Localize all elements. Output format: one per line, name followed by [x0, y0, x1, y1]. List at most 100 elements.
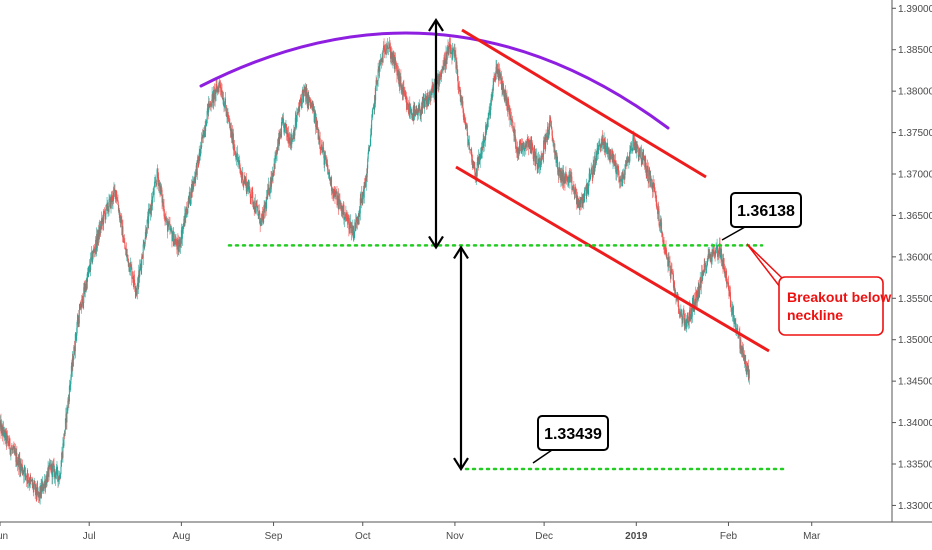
candle-body: [442, 66, 444, 70]
callout-box: [537, 415, 609, 451]
candle: [282, 115, 284, 119]
candle-body: [139, 265, 141, 267]
candle-body: [676, 292, 678, 298]
candle-body: [629, 150, 631, 162]
candle: [259, 210, 261, 225]
candle-body: [631, 150, 633, 152]
candle-body: [210, 104, 212, 107]
candle-body: [618, 171, 620, 183]
y-tick-label: 1.36500: [898, 211, 932, 222]
candle-body: [331, 177, 333, 191]
candle-body: [506, 95, 508, 110]
candle-body: [90, 257, 92, 259]
candle: [422, 93, 424, 109]
candle-body: [269, 188, 271, 194]
candle-body: [656, 200, 658, 208]
candle: [325, 151, 327, 164]
candle: [34, 480, 36, 485]
candle-body: [70, 365, 72, 378]
candle: [319, 131, 321, 155]
candle-body: [130, 264, 132, 267]
candle-body: [89, 265, 91, 270]
candle-body: [252, 191, 254, 204]
candle: [297, 102, 299, 116]
candle-body: [462, 101, 464, 109]
candle-body: [41, 485, 43, 493]
candle: [187, 195, 189, 209]
candle-body: [372, 108, 374, 117]
candle-body: [536, 155, 538, 170]
candle-body: [17, 463, 19, 465]
candle-body: [32, 483, 34, 490]
candle-body: [729, 292, 731, 307]
candle-body: [688, 315, 690, 322]
candle-body: [250, 197, 252, 198]
candle-body: [59, 473, 61, 479]
y-tick-label: 1.33000: [898, 501, 932, 512]
candle: [571, 172, 573, 195]
candle-body: [407, 104, 409, 111]
candle: [451, 42, 453, 61]
candle-body: [665, 246, 667, 255]
candle-body: [0, 424, 2, 434]
candle-body: [113, 188, 115, 191]
candle-body: [490, 102, 492, 116]
candle-body: [338, 199, 340, 210]
candle-body: [191, 183, 193, 198]
candle-body: [543, 140, 545, 155]
candle: [244, 176, 246, 186]
candle: [409, 106, 411, 120]
candle: [105, 212, 107, 224]
candle-body: [100, 223, 102, 230]
candle-body: [389, 46, 391, 59]
candle-body: [83, 287, 85, 304]
arrow-head-bottom: [428, 235, 444, 250]
candle-body: [463, 117, 465, 119]
candle-body: [215, 84, 217, 95]
candle-body: [743, 356, 745, 362]
candle-body: [196, 160, 198, 176]
candle: [233, 139, 235, 156]
candle-body: [416, 109, 418, 111]
y-tick-label: 1.37500: [898, 128, 932, 139]
candle-body: [75, 333, 77, 338]
y-tick-label: 1.38000: [898, 87, 932, 98]
candle-body: [16, 463, 18, 466]
candle-body: [400, 76, 402, 89]
candle: [209, 103, 211, 109]
candle: [94, 248, 96, 257]
candle-body: [97, 238, 99, 245]
candle: [502, 80, 504, 97]
candle-body: [653, 182, 655, 186]
candle-body: [557, 157, 558, 169]
candle-body: [141, 256, 143, 258]
candle-body: [545, 134, 547, 149]
candle-body: [367, 152, 369, 159]
candle: [267, 183, 269, 200]
candle-body: [550, 117, 552, 122]
candle-body: [445, 62, 447, 67]
candle: [556, 149, 558, 168]
candle: [654, 187, 656, 199]
candle-body: [562, 170, 564, 183]
candle-body: [629, 147, 631, 151]
candle-body: [618, 179, 620, 183]
candle-body: [463, 116, 465, 118]
candle-body: [591, 168, 593, 171]
candle-body: [79, 308, 81, 310]
candle-body: [462, 108, 464, 117]
candle: [362, 185, 364, 196]
candle-body: [443, 57, 445, 70]
candle: [588, 180, 590, 195]
candle-body: [406, 103, 408, 110]
candle-body: [366, 168, 368, 178]
callout-box: [730, 192, 802, 228]
candle: [228, 115, 230, 129]
candle: [348, 214, 350, 237]
candle: [328, 172, 330, 179]
candle: [203, 130, 205, 138]
candle-body: [154, 181, 156, 188]
candle-body: [55, 467, 57, 475]
candle-body: [456, 61, 458, 70]
candle-body: [705, 265, 707, 271]
